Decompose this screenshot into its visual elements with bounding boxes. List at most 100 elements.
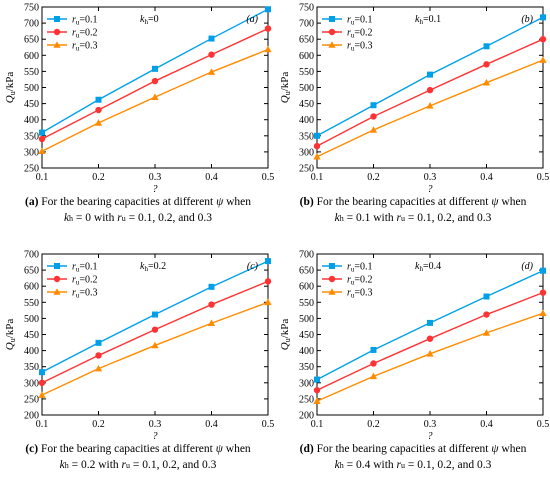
x-tick-label: 0.3 [149, 172, 162, 183]
y-tick-label: 600 [24, 51, 39, 62]
y-tick-label: 300 [24, 147, 39, 158]
legend-label: ru=0.1 [72, 15, 98, 27]
data-point [539, 56, 547, 63]
x-tick-label: 0.1 [311, 419, 324, 430]
y-axis-label: Qu/kPa [279, 72, 292, 104]
x-axis-label: ? [428, 431, 433, 442]
y-tick-label: 550 [299, 298, 314, 309]
data-point [152, 65, 158, 72]
legend-label: ru=0.3 [72, 41, 98, 53]
y-tick-label: 250 [24, 394, 39, 405]
caption-text: = 0.1, 0.2, and 0.3 [130, 459, 217, 471]
series-3 [38, 298, 272, 398]
data-point [370, 346, 377, 353]
data-point [370, 102, 377, 109]
x-tick-label: 0.2 [367, 172, 380, 183]
y-tick-label: 450 [299, 99, 314, 110]
caption-text: For the bearing capacities at different [313, 443, 492, 455]
legend-label: ru=0.3 [347, 41, 373, 53]
legend-marker [328, 288, 336, 295]
kh-annotation: kh=0.4 [415, 261, 441, 273]
x-tick-label: 0.5 [262, 419, 275, 430]
data-point [539, 36, 547, 43]
caption-kh-sub: h [339, 461, 344, 470]
y-tick-label: 250 [299, 394, 314, 405]
caption-kh: k [59, 459, 65, 471]
data-point [482, 329, 491, 336]
data-point [483, 61, 490, 68]
kh-annotation: kh=0.2 [140, 261, 166, 273]
x-tick-label: 0.3 [149, 419, 162, 430]
data-point [94, 364, 103, 372]
data-point [39, 129, 45, 136]
caption-text: when [498, 196, 527, 208]
legend-marker [329, 16, 335, 22]
y-tick-label: 600 [299, 282, 314, 293]
panel-tag: (c) [247, 261, 259, 272]
chart-panel-b: 250 300 350 400 450 500 550 600 650 700 750 0.1 0.2 0… [275, 0, 550, 247]
x-tick-label: 0.4 [480, 172, 493, 183]
series-1 [314, 14, 546, 139]
caption-letter: (c) [25, 443, 39, 455]
data-point [426, 350, 434, 357]
chart-panel-a: 250 300 350 400 450 500 550 600 650 700 750 0.1 0.2 0… [0, 0, 275, 247]
caption-b: (b) For the bearing capacities at differ… [277, 194, 549, 227]
caption-ru-sub: u [126, 461, 131, 470]
legend-marker [53, 275, 61, 283]
data-point [314, 376, 320, 383]
data-point [208, 51, 215, 58]
data-point [264, 45, 272, 53]
caption-ru: r [117, 212, 122, 224]
y-tick-label: 700 [24, 250, 39, 261]
x-tick-label: 0.2 [92, 172, 105, 183]
y-axis-label: Qu/kPa [279, 319, 292, 351]
data-point [264, 278, 272, 285]
y-tick-label: 700 [299, 250, 314, 261]
y-tick-label: 450 [24, 99, 39, 110]
x-tick-label: 0.1 [311, 172, 324, 183]
legend-marker [328, 28, 336, 36]
series-line [316, 312, 544, 402]
data-point [94, 119, 103, 126]
x-tick-label: 0.2 [92, 419, 105, 430]
x-tick-label: 0.4 [480, 419, 493, 430]
data-point [370, 113, 377, 120]
data-point [151, 93, 159, 100]
caption-psi: ψ [215, 443, 223, 455]
y-tick-label: 200 [24, 411, 39, 422]
data-point [95, 352, 102, 359]
caption-text: = 0.1 with [343, 212, 397, 224]
data-point [151, 326, 159, 333]
caption-a: (a) For the bearing capacities at differ… [2, 194, 274, 227]
caption-text: For the bearing capacities at different [38, 443, 216, 455]
legend-marker [328, 275, 336, 283]
x-tick-label: 0.3 [424, 172, 437, 183]
y-tick-label: 400 [299, 346, 314, 357]
data-point [314, 132, 320, 139]
y-tick-label: 700 [299, 19, 314, 30]
caption-ru: r [396, 459, 402, 471]
data-point [369, 126, 378, 133]
x-tick-label: 0.4 [205, 172, 218, 183]
legend-label: ru=0.3 [72, 288, 98, 300]
legend-label: ru=0.1 [72, 262, 98, 274]
series-line [41, 48, 269, 152]
y-tick-label: 500 [299, 83, 314, 94]
panel-tag: (d) [521, 261, 533, 272]
caption-ru-sub: u [401, 461, 406, 470]
y-tick-label: 200 [299, 411, 314, 422]
legend-marker [54, 263, 60, 269]
caption-kh: k [63, 212, 70, 224]
caption-text: = 0.1, 0.2, and 0.3 [125, 212, 213, 224]
data-point [265, 6, 271, 13]
caption-text: For the bearing capacities at different [313, 196, 492, 208]
caption-text: For the bearing capacities at different [38, 196, 217, 208]
caption-psi: ψ [491, 443, 499, 455]
chart-svg-b: 250 300 350 400 450 500 550 600 650 700 750 0.1 0.2 0… [279, 3, 549, 196]
y-tick-label: 400 [299, 115, 314, 126]
caption-kh-sub: h [69, 214, 74, 223]
y-tick-label: 350 [299, 131, 314, 142]
legend: ru=0.1ru=0.2ru=0.3 [47, 262, 98, 300]
data-point [207, 319, 216, 327]
data-point [207, 68, 216, 75]
